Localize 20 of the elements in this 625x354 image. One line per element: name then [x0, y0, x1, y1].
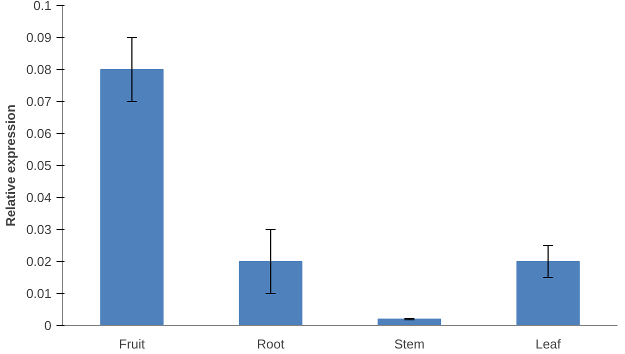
y-tick-label: 0.04: [26, 190, 52, 205]
y-tick-label: 0.05: [26, 158, 52, 173]
bar: [100, 69, 164, 326]
x-tick-label: Fruit: [118, 336, 146, 352]
y-tick-label: 0.01: [26, 286, 52, 301]
bar: [516, 261, 580, 326]
bar: [238, 261, 302, 326]
bar: [378, 318, 442, 326]
y-axis-title: Relative expression: [3, 104, 18, 227]
y-tick-label: 0.06: [26, 126, 52, 141]
y-tick-label: 0: [44, 318, 52, 333]
x-tick-label: Leaf: [535, 336, 562, 352]
x-tick-label: Stem: [394, 336, 425, 352]
y-tick-label: 0.03: [26, 222, 52, 237]
y-tick-label: 0.1: [33, 0, 52, 13]
y-tick-label: 0.08: [26, 62, 52, 77]
y-tick-label: 0.02: [26, 254, 52, 269]
y-tick-label: 0.09: [26, 30, 52, 45]
y-tick-label: 0.07: [26, 94, 52, 109]
x-tick-label: Root: [256, 336, 285, 352]
